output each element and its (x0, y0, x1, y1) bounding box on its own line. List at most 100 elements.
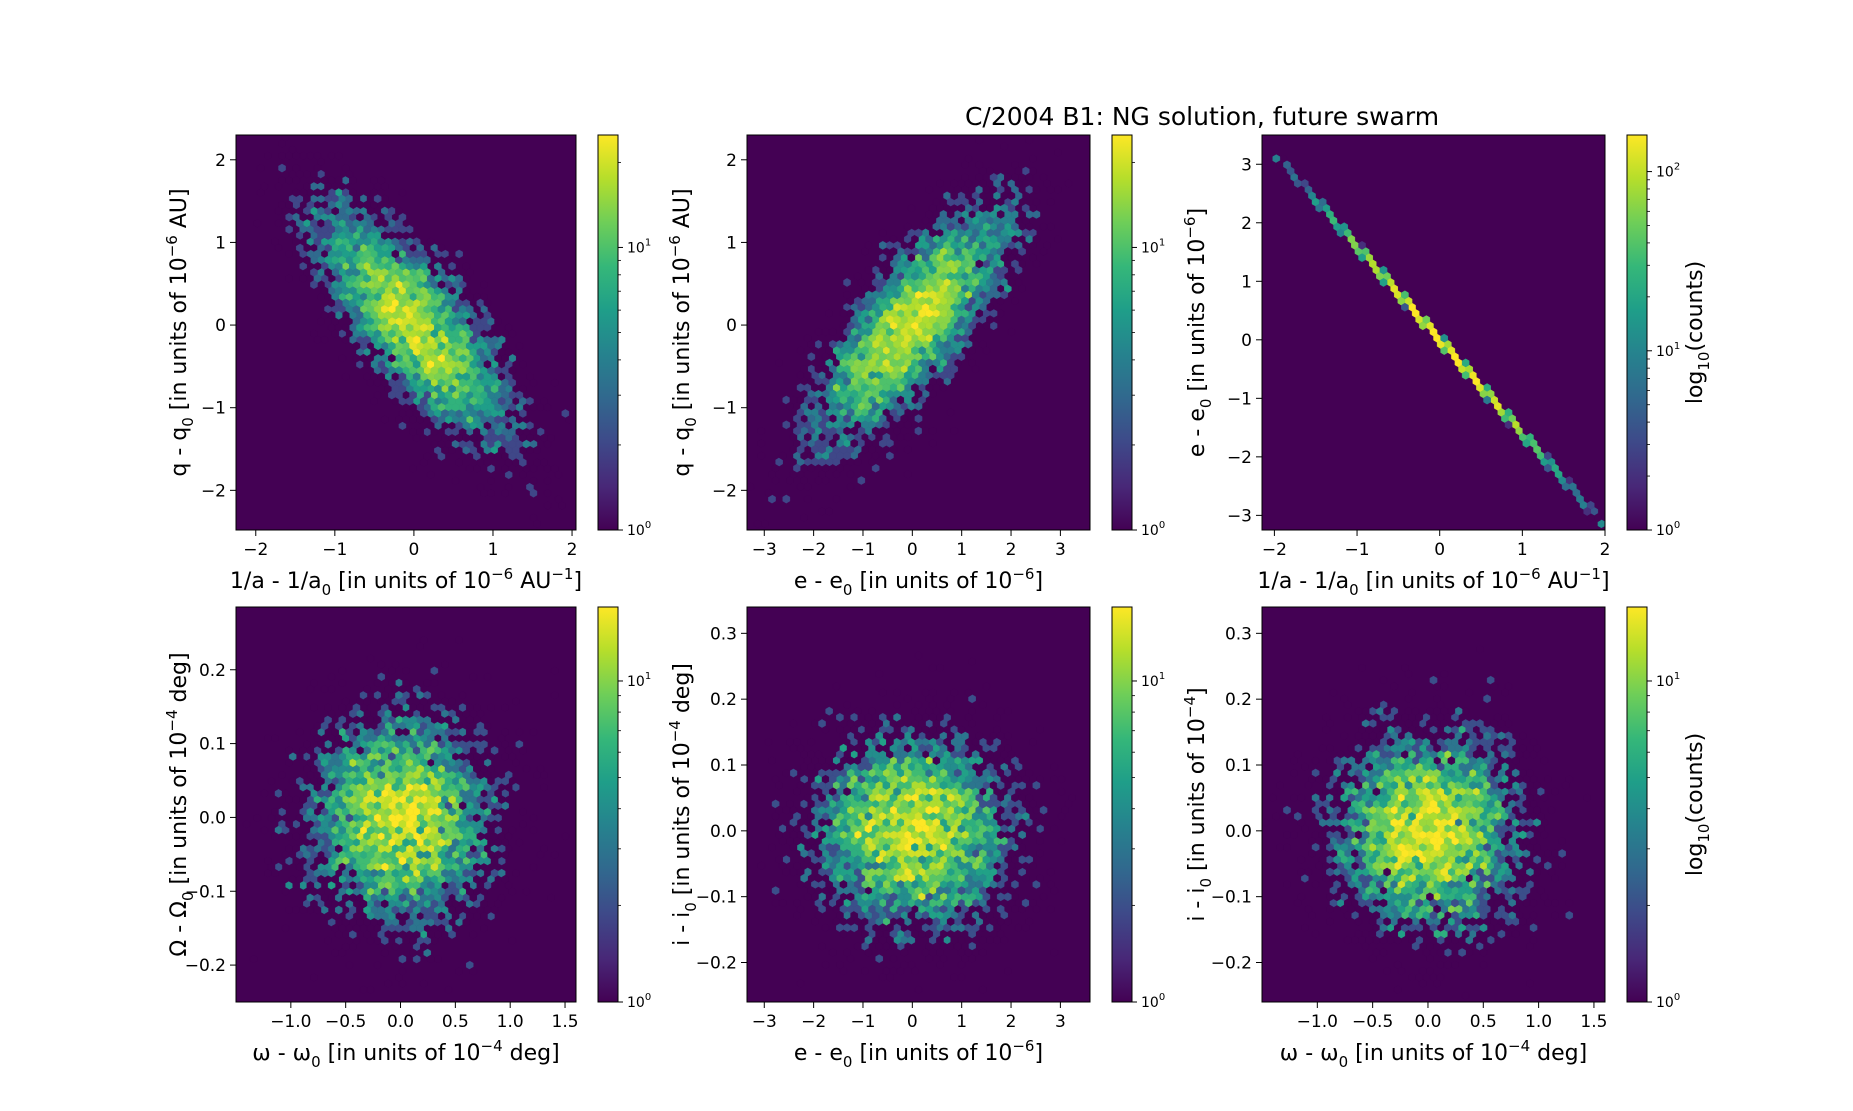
hexbin-cell (377, 868, 385, 878)
colorbar-tick-label: 100 (627, 520, 651, 539)
hexbin-cell (487, 825, 495, 835)
hexbin-cell (391, 274, 400, 283)
hexbin-cell (775, 855, 783, 865)
hexbin-cell (793, 861, 801, 871)
hexbin-cell (1014, 836, 1023, 846)
hexbin-cell (1379, 278, 1388, 287)
hexbin-cell (939, 210, 948, 219)
hexbin-cell (904, 781, 912, 790)
hexbin-cell (1011, 296, 1019, 306)
hexbin-cell (299, 905, 307, 915)
hexbin-cell (957, 278, 966, 287)
hexbin-cell (359, 985, 368, 995)
hexbin-cell (843, 290, 851, 300)
hexbin-cell (462, 868, 470, 878)
hexbin-cell (954, 321, 962, 331)
hexbin-cell (508, 887, 516, 896)
hexbin-cell (1004, 917, 1012, 926)
hexbin-cell (310, 752, 318, 761)
hexbin-cell (370, 396, 378, 406)
hexbin-cell (864, 762, 873, 772)
hexbin-cell (331, 329, 339, 339)
hexbin-cell (918, 309, 926, 318)
hexbin-cell (850, 426, 858, 436)
hexbin-cell (914, 651, 923, 660)
hexbin-cell (416, 764, 424, 774)
hexbin-cell (391, 782, 400, 792)
hexbin-cell (836, 414, 844, 423)
hexbin-cell (296, 727, 304, 737)
hexbin-cell (1046, 867, 1055, 877)
hexbin-cell (1472, 799, 1481, 809)
hexbin-cell (388, 353, 396, 363)
hexbin-cell (292, 237, 300, 247)
hexbin-cell (416, 899, 424, 909)
hexbin-cell (264, 733, 272, 743)
hexbin-cell (961, 259, 969, 269)
hexbin-cell (416, 887, 424, 896)
hexbin-cell (476, 347, 485, 357)
hexbin-cell (1483, 731, 1491, 741)
hexbin-cell (854, 842, 862, 852)
hexbin-cell (1032, 234, 1041, 244)
hexbin-cell (398, 881, 407, 890)
hexbin-cell (427, 237, 435, 247)
hexbin-cell (904, 420, 912, 430)
hexbin-cell (320, 310, 329, 320)
hexbin-cell (964, 688, 973, 697)
hexbin-cell (466, 850, 474, 860)
hexbin-cell (405, 733, 414, 743)
hexbin-cell (398, 893, 407, 903)
hexbin-cell (1029, 737, 1037, 747)
hexbin-cell (402, 911, 410, 921)
hexbin-cell (946, 731, 955, 741)
hexbin-cell (466, 304, 474, 314)
hexbin-cell (1311, 929, 1320, 939)
hexbin-cell (1011, 892, 1019, 902)
hexbin-cell (846, 892, 855, 902)
hexbin-cell (299, 881, 307, 890)
hexbin-cell (836, 750, 844, 759)
hexbin-cell (451, 402, 460, 412)
hexbin-cell (843, 849, 851, 858)
hexbin-cell (857, 762, 866, 772)
hexbin-cell (911, 271, 919, 281)
hexbin-cell (946, 210, 955, 219)
hexbin-cell (1301, 179, 1309, 188)
hexbin-cell (299, 212, 307, 222)
hexbin-cell (975, 135, 983, 145)
hexbin-cell (455, 758, 463, 768)
hexbin-cell (829, 451, 837, 461)
hexbin-cell (335, 905, 343, 915)
hexbin-cell (1358, 253, 1366, 263)
hexbin-cell (345, 813, 354, 823)
hexbin-cell (800, 476, 808, 485)
hexbin-cell (373, 231, 382, 240)
hexbin-cell (932, 333, 941, 343)
hexbin-cell (327, 176, 336, 185)
hexbin-cell (839, 731, 848, 741)
hexbin-cell (430, 887, 439, 896)
hexbin-cell (437, 280, 446, 289)
hexbin-cell (349, 237, 357, 247)
hexbin-cell (946, 271, 955, 281)
hexbin-cell (427, 733, 435, 743)
hexbin-cell (989, 234, 998, 244)
hexbin-cell (768, 756, 776, 766)
hexbin-cell (551, 666, 559, 676)
hexbin-cell (473, 415, 481, 424)
hexbin-cell (508, 936, 516, 945)
hexbin-cell (398, 188, 407, 197)
hexbin-cell (1032, 904, 1041, 914)
hexbin-cell (391, 709, 400, 719)
hexbin-cell (444, 752, 453, 761)
axes-frame-p5 (746, 606, 1091, 1003)
hexbin-cell (345, 194, 354, 204)
hexbin-cell (487, 488, 495, 498)
hexbin-cell (1000, 141, 1008, 151)
hexbin-cell (818, 395, 826, 405)
hexbin-cell (285, 819, 293, 829)
hexbin-cell (850, 787, 858, 796)
hexbin-cell (989, 830, 998, 840)
hexbin-cell (260, 825, 269, 835)
